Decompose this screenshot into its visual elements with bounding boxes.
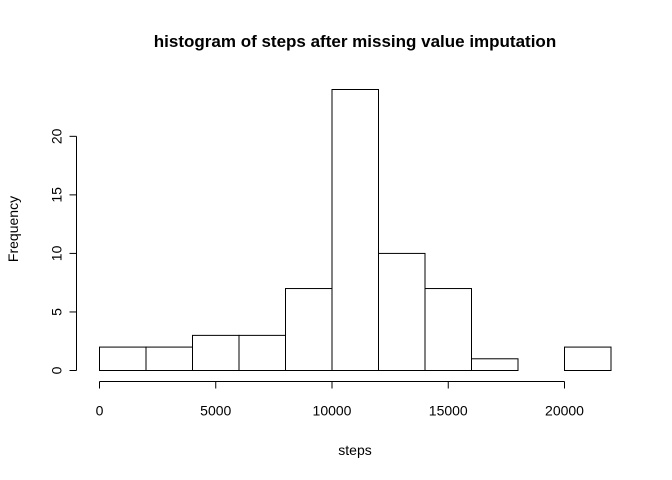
- y-tick-label: 0: [49, 366, 65, 374]
- x-axis: 0 5000 10000 15000 20000: [96, 381, 584, 419]
- histogram-bars: [99, 89, 612, 372]
- histogram-bar: [424, 288, 472, 371]
- histogram-bar: [285, 288, 333, 371]
- y-tick-label: 5: [49, 308, 65, 316]
- y-tick-label: 10: [49, 245, 65, 261]
- x-axis-label: steps: [338, 442, 371, 458]
- chart-title: histogram of steps after missing value i…: [154, 32, 556, 51]
- histogram-bar: [99, 346, 147, 372]
- y-axis-label: Frequency: [5, 196, 21, 262]
- y-axis: 0 5 10 15 20: [49, 128, 77, 374]
- histogram-bar: [564, 346, 612, 372]
- x-tick-label: 10000: [313, 403, 352, 419]
- x-tick-label: 20000: [545, 403, 584, 419]
- x-tick-label: 0: [96, 403, 104, 419]
- x-tick-label: 15000: [429, 403, 468, 419]
- y-tick-label: 15: [49, 187, 65, 203]
- histogram-bar: [378, 252, 426, 372]
- histogram-bar: [238, 334, 286, 371]
- histogram-bar: [145, 346, 193, 372]
- y-tick-label: 20: [49, 128, 65, 144]
- histogram-bar: [331, 89, 379, 371]
- histogram-bar: [471, 358, 519, 371]
- x-tick-label: 5000: [200, 403, 231, 419]
- histogram-bar: [192, 334, 240, 371]
